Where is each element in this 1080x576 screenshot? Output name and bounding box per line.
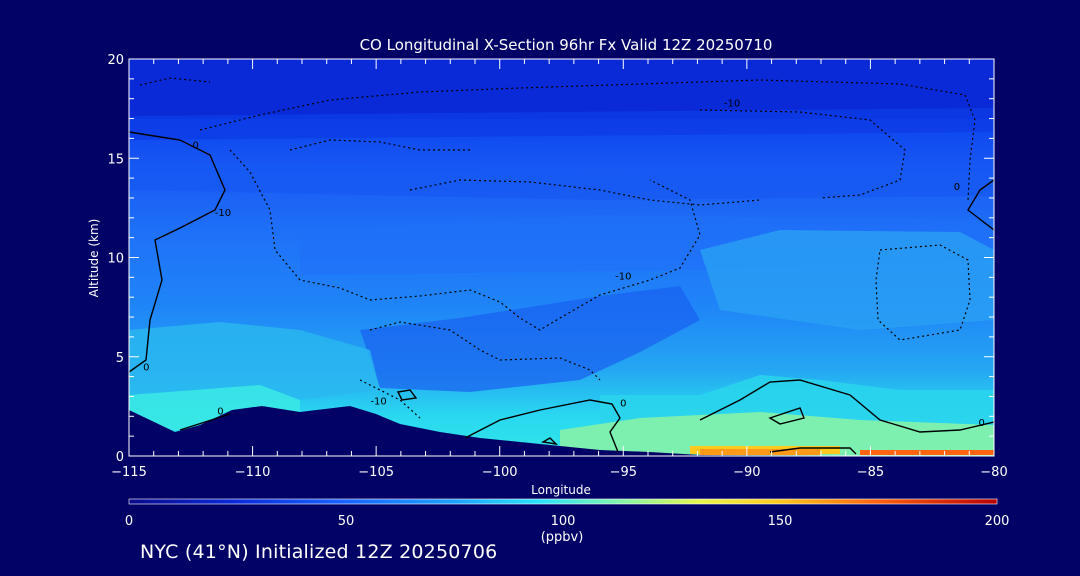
x-tick-label: −85 <box>857 465 884 480</box>
contour-lines-dotted <box>139 77 976 419</box>
footer-caption: NYC (41°N) Initialized 12Z 20250706 <box>140 541 498 563</box>
colorbar-tick-label: 200 <box>985 514 1010 529</box>
chart-title: CO Longitudinal X-Section 96hr Fx Valid … <box>360 36 773 54</box>
x-tick-label: −95 <box>610 465 637 480</box>
contour-labels: -10 0 -10 -10 0 0 0 -10 0 0 <box>143 99 985 430</box>
colorbar-tick-label: 0 <box>125 514 133 529</box>
contour-label: -10 <box>615 271 631 282</box>
contour-label: -10 <box>215 208 231 219</box>
contour-label: 0 <box>217 406 223 417</box>
x-axis-label: Longitude <box>531 483 591 497</box>
colorbar-tick-label: 100 <box>551 514 576 529</box>
x-tick-label: −115 <box>111 465 147 480</box>
x-tick-label: −100 <box>482 465 518 480</box>
x-tick-label: −80 <box>980 465 1007 480</box>
y-tick-label: 10 <box>107 252 124 267</box>
y-axis-label: Altitude (km) <box>87 219 101 298</box>
y-tick-label: 0 <box>116 450 124 465</box>
contour-label: 0 <box>193 140 199 151</box>
contour-label: -10 <box>724 99 740 110</box>
colorbar <box>128 498 998 505</box>
x-axis: −115 −110 −105 −100 −95 −90 −85 −80 <box>111 59 1008 480</box>
y-tick-label: 15 <box>107 152 124 167</box>
colorbar-tick-label: 50 <box>338 514 355 529</box>
contour-lines <box>129 131 994 455</box>
x-tick-label: −105 <box>358 465 394 480</box>
colorbar-tick-label: 150 <box>768 514 793 529</box>
colorbar-unit: (ppbv) <box>541 530 584 545</box>
contour-label: 0 <box>620 398 626 409</box>
y-tick-label: 5 <box>116 351 124 366</box>
contour-label: 0 <box>954 182 960 193</box>
y-axis: 0 5 10 15 20 <box>107 53 994 465</box>
contour-label: -10 <box>370 396 386 407</box>
contour-label: 0 <box>978 418 984 429</box>
y-tick-label: 20 <box>107 53 124 68</box>
x-tick-label: −90 <box>733 465 760 480</box>
contour-label: 0 <box>143 363 149 374</box>
x-tick-label: −110 <box>235 465 271 480</box>
plot-area <box>129 59 994 456</box>
colorbar-ticks: 0 50 100 150 200 <box>125 514 1010 529</box>
